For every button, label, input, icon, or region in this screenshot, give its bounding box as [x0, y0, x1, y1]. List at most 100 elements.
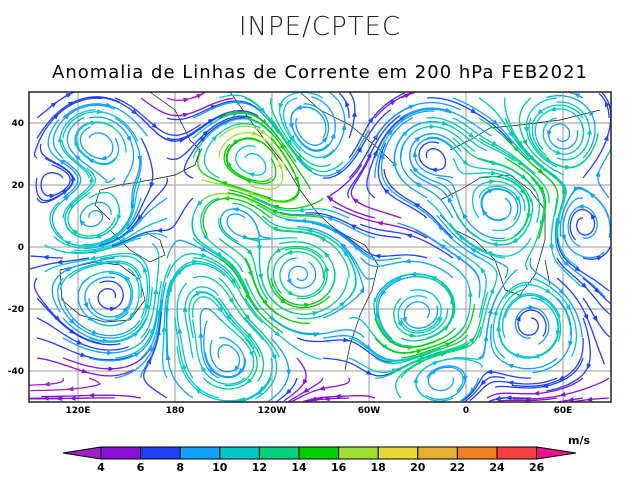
streamline: [79, 126, 114, 160]
streamline-arrow: [246, 191, 254, 197]
streamline-arrow: [382, 343, 389, 350]
streamline-arrow: [108, 366, 115, 372]
streamline: [62, 344, 153, 370]
streamline-arrow: [429, 124, 436, 130]
streamline-arrow: [319, 237, 327, 243]
streamline-arrow: [558, 375, 565, 381]
streamline: [140, 97, 234, 117]
streamline-arrow: [165, 353, 171, 361]
streamline-arrow: [334, 393, 341, 399]
streamline-arrow: [195, 291, 203, 296]
streamline-arrow: [246, 378, 253, 384]
streamline-arrow: [232, 207, 239, 213]
streamline-arrow: [405, 233, 413, 239]
streamline: [114, 299, 163, 379]
streamline-arrow: [280, 298, 287, 304]
x-tick-label: 120E: [66, 406, 91, 416]
streamline-arrow: [236, 99, 243, 105]
streamline-arrow: [491, 242, 498, 248]
colorbar-low-arrow: [62, 446, 102, 460]
streamline-arrow: [277, 163, 283, 171]
streamline-arrow: [383, 188, 390, 195]
streamline-arrow: [437, 224, 444, 231]
streamline-arrow: [413, 376, 419, 384]
streamline-arrow: [79, 219, 86, 226]
streamline-arrow: [341, 123, 347, 131]
streamline-arrow: [52, 113, 59, 120]
streamline-arrow: [89, 255, 96, 261]
y-tick-label: 20: [11, 181, 24, 191]
streamline-arrow: [356, 146, 363, 153]
streamline-arrow: [517, 294, 524, 300]
streamline-arrow: [520, 174, 527, 180]
streamline-arrow: [149, 182, 155, 189]
streamline-arrow: [491, 119, 499, 126]
coastline: [299, 91, 396, 166]
streamline-arrow: [565, 304, 571, 311]
streamline-arrow: [69, 328, 76, 335]
x-tick-label: 60W: [358, 406, 381, 416]
colorbar-label: 14: [291, 461, 307, 474]
streamline-arrow: [541, 383, 549, 389]
streamline-arrow: [388, 338, 395, 344]
streamline-arrow: [95, 233, 102, 239]
streamline-arrow: [143, 266, 148, 273]
streamline: [235, 145, 267, 176]
colorbar-high-arrow: [536, 446, 577, 460]
streamline-arrow: [67, 101, 75, 107]
streamline-arrow: [111, 234, 118, 240]
streamline: [556, 101, 591, 161]
streamline-arrow: [447, 196, 453, 203]
streamline-arrow: [470, 247, 477, 254]
streamline-arrow: [182, 305, 188, 312]
streamline-arrow: [208, 366, 215, 373]
streamline-arrow: [359, 286, 365, 294]
streamline-arrow: [289, 135, 295, 142]
streamline: [530, 132, 599, 169]
streamline-arrow: [182, 363, 187, 370]
streamline-arrow: [251, 130, 259, 136]
streamline-arrow: [127, 227, 134, 234]
streamline: [597, 148, 612, 199]
streamline-arrow: [402, 316, 407, 324]
streamline-arrow: [58, 159, 66, 166]
streamline-arrow: [326, 196, 334, 202]
streamline-arrow: [412, 166, 419, 173]
streamline-arrow: [389, 358, 396, 364]
streamline-arrow: [389, 99, 397, 106]
streamline-arrow: [538, 186, 544, 193]
streamline: [77, 277, 136, 327]
streamline-arrow: [229, 263, 236, 270]
colorbar-label: 10: [212, 461, 228, 474]
streamline-arrow: [271, 209, 278, 215]
streamline-arrow: [485, 251, 493, 257]
streamline-arrow: [379, 152, 385, 160]
streamline-arrow: [380, 289, 387, 296]
streamline: [223, 143, 277, 185]
colorbar-label: 6: [137, 461, 145, 474]
streamline-arrow: [408, 104, 415, 110]
streamline-arrow: [64, 266, 71, 272]
streamline-arrow: [151, 122, 158, 129]
streamline-arrow: [63, 195, 70, 201]
streamline-arrow: [523, 126, 529, 134]
streamline-arrow: [352, 197, 359, 204]
streamline: [114, 97, 202, 136]
x-tick-label: 120W: [258, 406, 287, 416]
streamline-arrow: [546, 130, 552, 137]
streamline-arrow: [592, 315, 598, 322]
streamline-arrow: [89, 176, 95, 183]
streamline-arrow: [207, 118, 215, 124]
streamline-arrow: [246, 249, 253, 256]
streamline-arrow: [87, 158, 95, 164]
streamline-arrow: [119, 236, 127, 242]
streamline-arrow: [372, 149, 378, 157]
streamline-arrow: [124, 275, 131, 282]
colorbar-segment: [179, 446, 221, 460]
streamline-arrow: [490, 170, 498, 176]
streamline-arrow: [430, 167, 438, 173]
streamline: [567, 205, 598, 248]
streamline-arrow: [285, 388, 292, 395]
streamline-arrow: [567, 397, 575, 402]
streamline-arrow: [507, 380, 514, 386]
